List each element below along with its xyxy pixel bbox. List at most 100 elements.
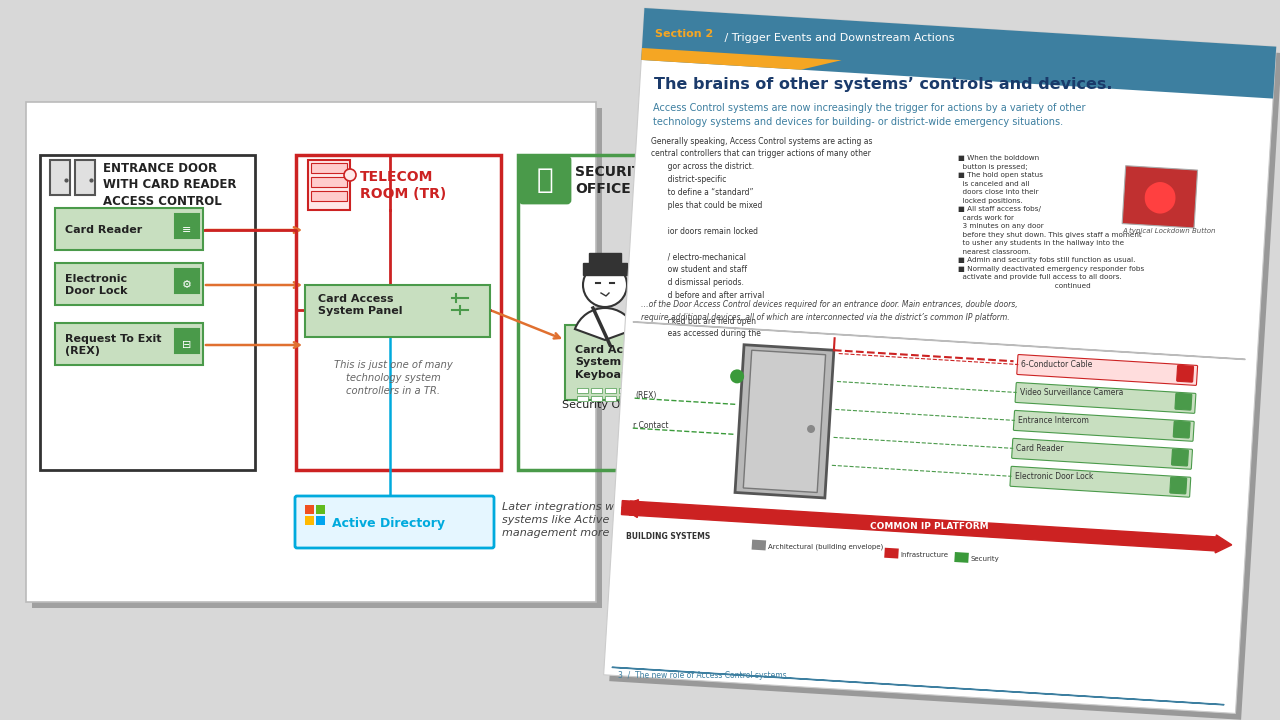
- FancyBboxPatch shape: [1010, 467, 1190, 498]
- Text: Access Control systems are now increasingly the trigger for actions by a variety: Access Control systems are now increasin…: [653, 103, 1085, 127]
- FancyArrow shape: [622, 500, 639, 518]
- Bar: [609, 14, 1280, 720]
- Bar: [311, 163, 347, 173]
- FancyBboxPatch shape: [294, 496, 494, 548]
- Text: COMMON IP PLATFORM: COMMON IP PLATFORM: [870, 522, 988, 531]
- Text: Request To Exit
(REX): Request To Exit (REX): [65, 334, 161, 356]
- Wedge shape: [575, 308, 635, 340]
- Text: Section 2: Section 2: [655, 29, 713, 39]
- Circle shape: [806, 425, 815, 433]
- Text: ENTRANCE DOOR
WITH CARD READER
ACCESS CONTROL: ENTRANCE DOOR WITH CARD READER ACCESS CO…: [102, 162, 237, 208]
- Circle shape: [730, 369, 744, 383]
- Bar: [316, 516, 325, 525]
- Text: Architectural (building envelope): Architectural (building envelope): [768, 544, 883, 550]
- Text: Card Reader: Card Reader: [65, 225, 142, 235]
- Text: Entrance Intercom: Entrance Intercom: [1018, 416, 1089, 425]
- FancyBboxPatch shape: [1171, 449, 1188, 466]
- Bar: [305, 516, 314, 525]
- FancyBboxPatch shape: [1015, 382, 1196, 413]
- Bar: [577, 388, 588, 393]
- Bar: [55, 263, 204, 305]
- FancyBboxPatch shape: [1170, 477, 1187, 494]
- Bar: [582, 263, 627, 275]
- FancyBboxPatch shape: [1174, 421, 1190, 438]
- Text: The brains of other systems’ controls and devices.: The brains of other systems’ controls an…: [654, 77, 1112, 91]
- Text: ⊟: ⊟: [182, 340, 192, 350]
- Bar: [55, 323, 204, 365]
- Bar: [620, 396, 630, 401]
- Text: This is just one of many
technology system
controllers in a TR.: This is just one of many technology syst…: [334, 360, 452, 397]
- FancyArrow shape: [622, 500, 1231, 553]
- Text: Generally speaking, Access Control systems are acting as
central controllers tha: Generally speaking, Access Control syste…: [650, 137, 872, 338]
- Bar: [605, 396, 616, 401]
- Text: BUILDING SYSTEMS: BUILDING SYSTEMS: [626, 532, 710, 541]
- Text: TELECOM
ROOM (TR): TELECOM ROOM (TR): [360, 170, 447, 202]
- FancyArrow shape: [634, 322, 1245, 359]
- Bar: [744, 350, 826, 492]
- Bar: [40, 155, 255, 470]
- Bar: [591, 396, 602, 401]
- Bar: [577, 396, 588, 401]
- Text: Card Reader: Card Reader: [1016, 444, 1064, 453]
- Bar: [605, 388, 616, 393]
- Bar: [604, 8, 1276, 714]
- Bar: [32, 108, 602, 608]
- Bar: [175, 329, 198, 353]
- FancyBboxPatch shape: [1016, 354, 1198, 385]
- Bar: [55, 208, 204, 250]
- Bar: [884, 548, 899, 559]
- Text: ≡: ≡: [182, 225, 192, 235]
- Bar: [175, 214, 198, 238]
- Text: A typical Lockdown Button: A typical Lockdown Button: [1121, 228, 1216, 234]
- Bar: [955, 552, 969, 563]
- FancyBboxPatch shape: [520, 157, 570, 203]
- FancyBboxPatch shape: [1176, 365, 1193, 382]
- Text: ■ When the ​bolddown
  button is pressed;
■ The hold open status
  is canceled a: ■ When the ​bolddown button is pressed; …: [957, 156, 1144, 289]
- Bar: [735, 345, 833, 498]
- Text: Active Directory: Active Directory: [332, 516, 445, 529]
- Bar: [641, 8, 1276, 99]
- Text: / Trigger Events and Downstream Actions: / Trigger Events and Downstream Actions: [721, 32, 955, 42]
- Text: Card Access
System Panel: Card Access System Panel: [317, 294, 402, 316]
- Bar: [308, 160, 349, 210]
- Bar: [589, 253, 621, 265]
- Text: ⬤: ⬤: [1143, 181, 1176, 212]
- FancyArrow shape: [612, 667, 1224, 705]
- Text: …of the Door Access Control devices required for an entrance door. Main entrance: …of the Door Access Control devices requ…: [640, 300, 1018, 322]
- Bar: [518, 155, 713, 470]
- Text: 🛡: 🛡: [536, 166, 553, 194]
- Bar: [591, 388, 602, 393]
- Text: Later integrations with staff management
systems like Active Directory® made use: Later integrations with staff management…: [502, 502, 739, 539]
- Text: Security: Security: [970, 556, 1000, 562]
- Bar: [316, 505, 325, 514]
- Bar: [305, 285, 490, 337]
- Text: SECURITY
OFFICE: SECURITY OFFICE: [575, 165, 652, 197]
- Bar: [26, 102, 596, 602]
- Bar: [76, 160, 95, 195]
- Text: Video Surveillance Camera: Video Surveillance Camera: [1020, 388, 1123, 397]
- Text: Infrastructure: Infrastructure: [901, 552, 948, 558]
- Circle shape: [344, 169, 356, 181]
- Text: r Contact: r Contact: [634, 421, 668, 430]
- Text: Electronic
Door Lock: Electronic Door Lock: [65, 274, 128, 296]
- Bar: [311, 177, 347, 187]
- FancyBboxPatch shape: [1014, 410, 1194, 441]
- FancyBboxPatch shape: [1011, 438, 1193, 469]
- Bar: [305, 505, 314, 514]
- Text: Card Access
System
Keyboard: Card Access System Keyboard: [575, 345, 650, 380]
- Bar: [620, 388, 630, 393]
- Bar: [751, 539, 767, 550]
- Bar: [564, 325, 700, 400]
- Bar: [311, 191, 347, 201]
- Bar: [1123, 166, 1198, 228]
- Bar: [50, 160, 70, 195]
- Circle shape: [582, 263, 627, 307]
- Polygon shape: [641, 48, 842, 70]
- Text: 3  /  The new role of Access Control systems: 3 / The new role of Access Control syste…: [618, 670, 786, 680]
- Text: Electronic Door Lock: Electronic Door Lock: [1015, 472, 1093, 481]
- FancyBboxPatch shape: [1175, 393, 1192, 410]
- Text: (REX): (REX): [635, 391, 657, 400]
- Text: ⚙: ⚙: [182, 280, 192, 290]
- Bar: [175, 269, 198, 293]
- Bar: [296, 155, 500, 470]
